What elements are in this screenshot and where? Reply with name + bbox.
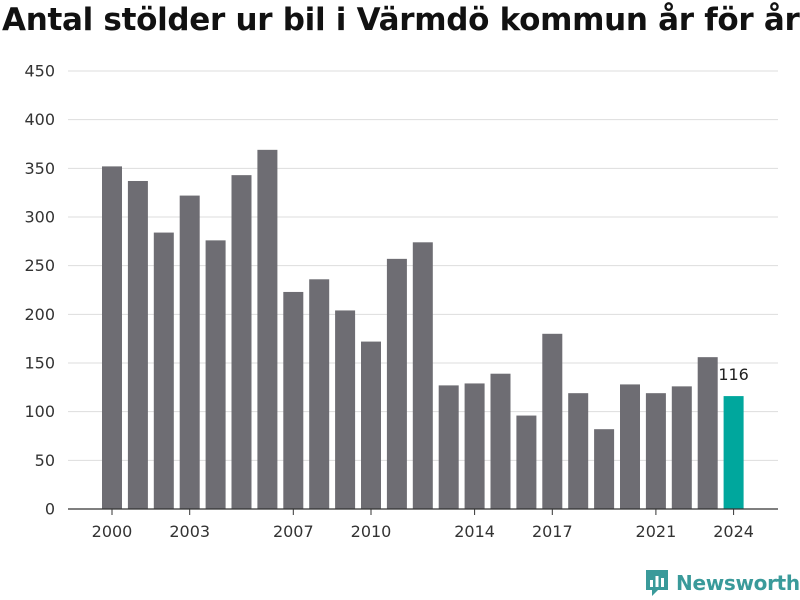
brand-name: Newsworthy <box>676 571 800 595</box>
y-tick-label-0: 0 <box>45 500 55 519</box>
y-tick-label-400: 400 <box>24 110 55 129</box>
bar-2022 <box>671 386 692 509</box>
y-tick-label-350: 350 <box>24 159 55 178</box>
bar-2014 <box>464 383 485 509</box>
bar-2017 <box>542 333 563 509</box>
bar-2006 <box>257 149 278 509</box>
y-tick-label-100: 100 <box>24 402 55 421</box>
chart-title: Antal stölder ur bil i Värmdö kommun år … <box>2 2 800 38</box>
y-tick-label-50: 50 <box>35 451 55 470</box>
newsworthy-logo-icon <box>646 570 668 596</box>
bar-2003 <box>179 195 200 509</box>
bar-2002 <box>153 232 174 509</box>
data-labels: 116 <box>718 365 749 384</box>
bar-2016 <box>516 415 537 509</box>
newsworthy-logo: Newsworthy <box>644 568 800 598</box>
bar-2000 <box>102 166 122 510</box>
y-tick-label-150: 150 <box>24 354 55 373</box>
bar-2007 <box>283 291 304 509</box>
bar-2001 <box>127 180 148 509</box>
y-tick-label-450: 450 <box>24 62 55 81</box>
bar-2005 <box>231 175 252 509</box>
data-label-2024: 116 <box>718 365 749 384</box>
y-tick-label-300: 300 <box>24 208 55 227</box>
bar-2018 <box>568 393 589 509</box>
x-tick-label-2003: 2003 <box>169 522 210 541</box>
x-tick-label-2024: 2024 <box>713 522 754 541</box>
x-axis: 2000 2003 2007 2010 2014 2017 2021 2024 <box>68 508 778 541</box>
x-tick-label-2014: 2014 <box>454 522 495 541</box>
bars <box>102 149 744 510</box>
y-tick-label-200: 200 <box>24 305 55 324</box>
x-tick-label-2000: 2000 <box>92 522 133 541</box>
bar-2009 <box>335 310 356 509</box>
bar-2013 <box>438 385 459 509</box>
bar-2012 <box>412 242 433 509</box>
y-tick-label-250: 250 <box>24 256 55 275</box>
bar-2011 <box>386 258 407 509</box>
x-tick-label-2021: 2021 <box>636 522 677 541</box>
bar-2024 <box>723 396 744 509</box>
bar-2019 <box>594 429 615 509</box>
y-axis-tick-labels: 0 50 100 150 200 250 300 350 400 450 <box>24 62 55 519</box>
bar-2023 <box>697 357 718 509</box>
bar-2021 <box>645 393 666 509</box>
bar-2010 <box>361 341 381 509</box>
bar-2004 <box>205 240 226 510</box>
x-tick-label-2007: 2007 <box>273 522 314 541</box>
bar-2008 <box>309 279 330 509</box>
x-tick-label-2010: 2010 <box>351 522 392 541</box>
bar-2015 <box>490 373 511 509</box>
x-tick-label-2017: 2017 <box>532 522 573 541</box>
bar-2020 <box>620 384 640 509</box>
